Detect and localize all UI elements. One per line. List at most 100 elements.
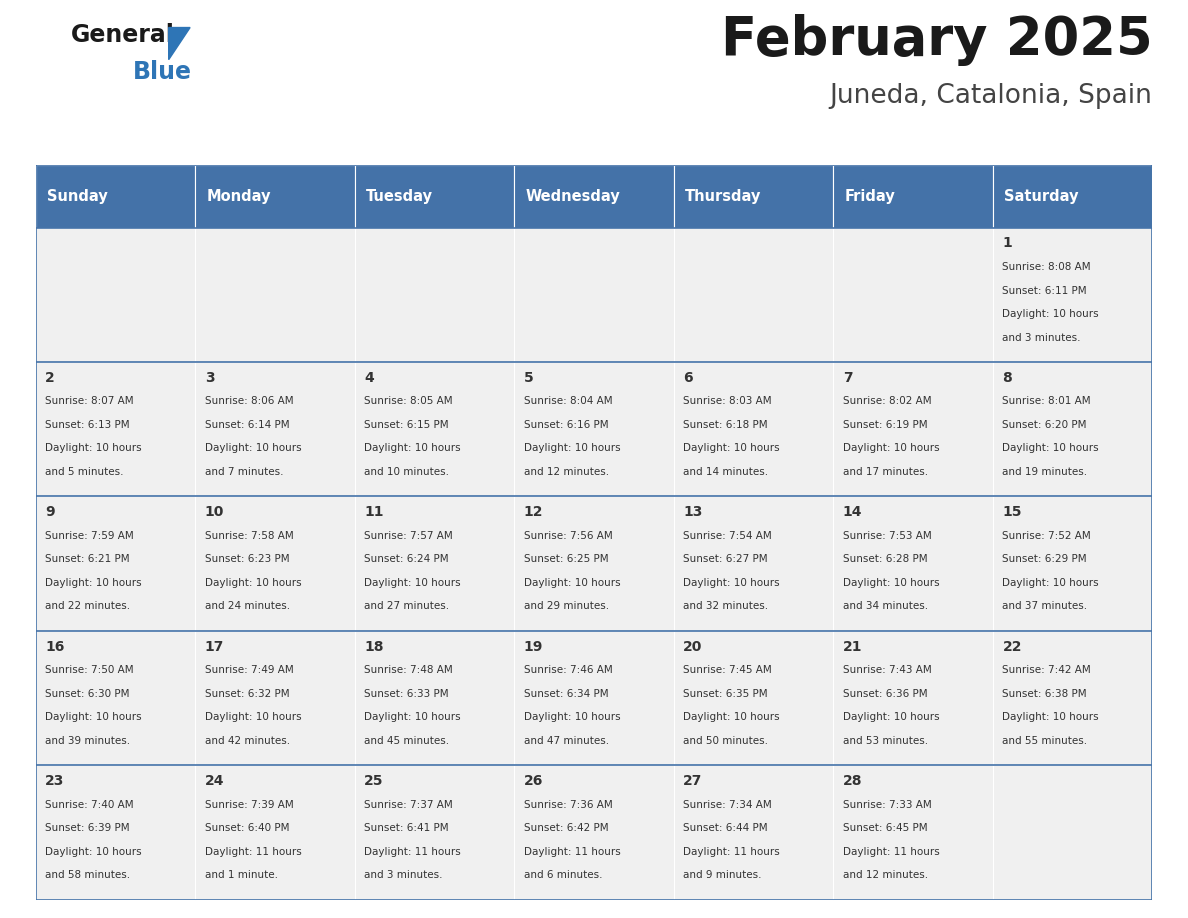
Text: and 42 minutes.: and 42 minutes. bbox=[204, 735, 290, 745]
Text: Daylight: 10 hours: Daylight: 10 hours bbox=[45, 443, 141, 453]
Text: Sunset: 6:14 PM: Sunset: 6:14 PM bbox=[204, 420, 290, 430]
Text: and 50 minutes.: and 50 minutes. bbox=[683, 735, 769, 745]
Text: Sunset: 6:20 PM: Sunset: 6:20 PM bbox=[1003, 420, 1087, 430]
Text: Sunset: 6:30 PM: Sunset: 6:30 PM bbox=[45, 688, 129, 699]
Text: and 14 minutes.: and 14 minutes. bbox=[683, 467, 769, 477]
Bar bbox=[514, 228, 674, 362]
Text: Blue: Blue bbox=[133, 60, 192, 84]
Bar bbox=[833, 766, 993, 900]
Text: 11: 11 bbox=[365, 505, 384, 520]
Text: Daylight: 10 hours: Daylight: 10 hours bbox=[45, 846, 141, 856]
Bar bbox=[514, 631, 674, 766]
Text: Daylight: 10 hours: Daylight: 10 hours bbox=[45, 712, 141, 722]
Text: Friday: Friday bbox=[845, 189, 896, 204]
Text: Sunrise: 7:50 AM: Sunrise: 7:50 AM bbox=[45, 666, 134, 676]
Text: and 17 minutes.: and 17 minutes. bbox=[842, 467, 928, 477]
Bar bbox=[833, 362, 993, 497]
Text: Daylight: 10 hours: Daylight: 10 hours bbox=[45, 577, 141, 588]
Text: and 39 minutes.: and 39 minutes. bbox=[45, 735, 131, 745]
Text: Daylight: 11 hours: Daylight: 11 hours bbox=[524, 846, 620, 856]
Text: 25: 25 bbox=[365, 774, 384, 788]
Text: Daylight: 10 hours: Daylight: 10 hours bbox=[524, 712, 620, 722]
Text: Daylight: 10 hours: Daylight: 10 hours bbox=[204, 577, 302, 588]
Text: Sunrise: 7:53 AM: Sunrise: 7:53 AM bbox=[842, 531, 931, 541]
Text: and 29 minutes.: and 29 minutes. bbox=[524, 601, 609, 611]
Bar bbox=[674, 362, 833, 497]
Text: Sunrise: 7:37 AM: Sunrise: 7:37 AM bbox=[365, 800, 453, 810]
Bar bbox=[36, 766, 195, 900]
Text: Sunset: 6:36 PM: Sunset: 6:36 PM bbox=[842, 688, 928, 699]
Text: and 22 minutes.: and 22 minutes. bbox=[45, 601, 131, 611]
Text: and 3 minutes.: and 3 minutes. bbox=[1003, 332, 1081, 342]
Text: Sunset: 6:42 PM: Sunset: 6:42 PM bbox=[524, 823, 608, 834]
Text: Sunset: 6:33 PM: Sunset: 6:33 PM bbox=[365, 688, 449, 699]
Bar bbox=[674, 766, 833, 900]
Text: Sunset: 6:40 PM: Sunset: 6:40 PM bbox=[204, 823, 289, 834]
Text: 14: 14 bbox=[842, 505, 862, 520]
Text: Sunset: 6:27 PM: Sunset: 6:27 PM bbox=[683, 554, 767, 565]
Bar bbox=[993, 631, 1152, 766]
Text: and 24 minutes.: and 24 minutes. bbox=[204, 601, 290, 611]
Text: 12: 12 bbox=[524, 505, 543, 520]
Text: Sunset: 6:24 PM: Sunset: 6:24 PM bbox=[365, 554, 449, 565]
Text: Sunday: Sunday bbox=[46, 189, 108, 204]
Bar bbox=[195, 165, 355, 228]
Bar bbox=[993, 165, 1152, 228]
Text: and 7 minutes.: and 7 minutes. bbox=[204, 467, 283, 477]
Bar bbox=[195, 766, 355, 900]
Text: Sunset: 6:38 PM: Sunset: 6:38 PM bbox=[1003, 688, 1087, 699]
Bar bbox=[674, 228, 833, 362]
Text: Sunset: 6:11 PM: Sunset: 6:11 PM bbox=[1003, 285, 1087, 296]
Text: Daylight: 10 hours: Daylight: 10 hours bbox=[524, 443, 620, 453]
Text: Sunrise: 7:52 AM: Sunrise: 7:52 AM bbox=[1003, 531, 1091, 541]
Text: Daylight: 11 hours: Daylight: 11 hours bbox=[204, 846, 302, 856]
Text: Sunrise: 8:08 AM: Sunrise: 8:08 AM bbox=[1003, 262, 1091, 272]
Text: Sunrise: 7:40 AM: Sunrise: 7:40 AM bbox=[45, 800, 134, 810]
Text: Sunrise: 7:54 AM: Sunrise: 7:54 AM bbox=[683, 531, 772, 541]
Bar bbox=[993, 362, 1152, 497]
Text: Sunset: 6:19 PM: Sunset: 6:19 PM bbox=[842, 420, 928, 430]
Text: 15: 15 bbox=[1003, 505, 1022, 520]
Text: Daylight: 11 hours: Daylight: 11 hours bbox=[683, 846, 781, 856]
Text: Daylight: 10 hours: Daylight: 10 hours bbox=[1003, 577, 1099, 588]
Text: Tuesday: Tuesday bbox=[366, 189, 432, 204]
Bar bbox=[514, 497, 674, 631]
Text: Sunset: 6:44 PM: Sunset: 6:44 PM bbox=[683, 823, 767, 834]
Text: 16: 16 bbox=[45, 640, 64, 654]
Text: Daylight: 11 hours: Daylight: 11 hours bbox=[842, 846, 940, 856]
Bar bbox=[674, 497, 833, 631]
Text: 20: 20 bbox=[683, 640, 703, 654]
Text: Daylight: 10 hours: Daylight: 10 hours bbox=[1003, 443, 1099, 453]
Bar bbox=[195, 228, 355, 362]
Text: Sunset: 6:34 PM: Sunset: 6:34 PM bbox=[524, 688, 608, 699]
Text: Sunrise: 7:56 AM: Sunrise: 7:56 AM bbox=[524, 531, 613, 541]
Bar bbox=[833, 165, 993, 228]
Text: and 9 minutes.: and 9 minutes. bbox=[683, 870, 762, 880]
Text: 28: 28 bbox=[842, 774, 862, 788]
Bar bbox=[514, 766, 674, 900]
Text: Sunrise: 8:01 AM: Sunrise: 8:01 AM bbox=[1003, 397, 1091, 407]
Bar bbox=[355, 631, 514, 766]
Text: Sunset: 6:39 PM: Sunset: 6:39 PM bbox=[45, 823, 129, 834]
Text: Daylight: 10 hours: Daylight: 10 hours bbox=[842, 577, 940, 588]
Bar bbox=[195, 497, 355, 631]
Text: Sunrise: 7:43 AM: Sunrise: 7:43 AM bbox=[842, 666, 931, 676]
Text: Sunset: 6:35 PM: Sunset: 6:35 PM bbox=[683, 688, 767, 699]
Text: and 3 minutes.: and 3 minutes. bbox=[365, 870, 443, 880]
Text: Daylight: 10 hours: Daylight: 10 hours bbox=[842, 443, 940, 453]
Text: 10: 10 bbox=[204, 505, 225, 520]
Text: Sunset: 6:41 PM: Sunset: 6:41 PM bbox=[365, 823, 449, 834]
Bar bbox=[36, 165, 195, 228]
Text: 19: 19 bbox=[524, 640, 543, 654]
Text: February 2025: February 2025 bbox=[721, 14, 1152, 66]
Bar bbox=[355, 497, 514, 631]
Text: 27: 27 bbox=[683, 774, 703, 788]
Bar bbox=[355, 766, 514, 900]
Text: Sunrise: 7:36 AM: Sunrise: 7:36 AM bbox=[524, 800, 613, 810]
Text: Sunset: 6:23 PM: Sunset: 6:23 PM bbox=[204, 554, 290, 565]
Text: 17: 17 bbox=[204, 640, 225, 654]
Text: Sunrise: 8:05 AM: Sunrise: 8:05 AM bbox=[365, 397, 453, 407]
Text: 22: 22 bbox=[1003, 640, 1022, 654]
Text: Daylight: 10 hours: Daylight: 10 hours bbox=[1003, 712, 1099, 722]
Text: General: General bbox=[71, 23, 175, 47]
